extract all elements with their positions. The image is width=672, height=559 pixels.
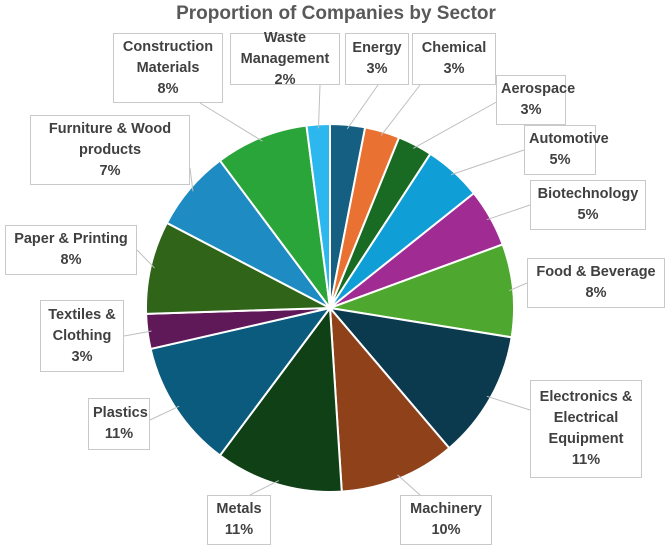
pie-slice-electronics-electrical-equipment	[327, 306, 513, 450]
data-label-category: Metals	[216, 501, 262, 517]
data-label-value: 8%	[60, 252, 82, 268]
pie-slice-construction-materials	[218, 124, 332, 312]
data-label-value: 10%	[431, 522, 461, 538]
data-label-value: 3%	[71, 348, 93, 365]
leader-line	[346, 84, 379, 130]
data-label: Electronics & Electrical Equipment 11%	[530, 380, 642, 478]
data-label-value: 7%	[99, 162, 121, 179]
data-label-category: Electronics & Electrical Equipment	[539, 389, 633, 447]
leader-line	[136, 249, 155, 269]
data-label-value: 8%	[157, 80, 179, 97]
pie-slice-food-beverage	[326, 243, 515, 339]
leader-line	[380, 84, 421, 136]
pie-slice-metals	[218, 305, 343, 493]
data-label-category: Food & Beverage	[536, 264, 656, 280]
data-label-category: Machinery	[410, 501, 482, 517]
data-label-category: Waste Management	[240, 29, 330, 67]
data-label: Paper & Printing 8%	[5, 225, 137, 275]
leader-line	[249, 480, 280, 496]
data-label-category: Automotive	[529, 131, 609, 147]
data-label-category: Textiles & Clothing	[48, 306, 116, 344]
leader-line	[189, 167, 194, 192]
data-label-value: 8%	[585, 285, 607, 301]
data-label: Aerospace 3%	[496, 75, 576, 125]
data-label-value: 11%	[571, 452, 601, 468]
leader-line	[486, 395, 531, 411]
data-label: Waste Management 2%	[230, 30, 340, 88]
leader-line	[413, 99, 501, 149]
pie-slice-plastics	[149, 306, 333, 457]
data-label-category: Furniture & Wood products	[48, 120, 172, 158]
data-label: Metals 11%	[207, 495, 271, 545]
data-label-category: Plastics	[93, 405, 148, 421]
chart-title: Proportion of Companies by Sector	[176, 3, 496, 24]
data-label-category: Biotechnology	[537, 186, 639, 202]
data-label-category: Construction Materials	[122, 38, 214, 76]
data-label: Construction Materials 8%	[113, 33, 223, 103]
pie-slice-machinery	[328, 305, 451, 493]
data-label: Plastics 11%	[88, 398, 150, 450]
data-label: Energy 3%	[345, 33, 409, 85]
data-label-category: Aerospace	[501, 81, 576, 97]
data-label-value: 5%	[549, 152, 571, 168]
data-label-category: Chemical	[421, 40, 487, 56]
leader-line	[450, 149, 525, 176]
data-label-value: 3%	[366, 61, 388, 77]
data-label-value: 2%	[274, 71, 296, 88]
data-label-value: 11%	[104, 426, 134, 442]
data-label-category: Paper & Printing	[14, 231, 128, 247]
data-label: Textiles & Clothing 3%	[40, 300, 124, 372]
data-label-value: 11%	[224, 522, 254, 538]
data-label: Biotechnology 5%	[530, 180, 646, 230]
data-label: Chemical 3%	[412, 33, 496, 85]
leader-line	[123, 330, 152, 337]
data-label: Machinery 10%	[400, 495, 492, 545]
leader-line	[317, 84, 321, 129]
leader-line	[508, 282, 528, 292]
data-label-value: 3%	[520, 102, 542, 118]
pie-slice-paper-printing	[145, 221, 334, 315]
leader-line	[199, 102, 263, 142]
leader-line	[397, 474, 421, 496]
data-label-category: Energy	[352, 40, 402, 56]
data-label: Furniture & Wood products 7%	[30, 115, 190, 185]
leader-line	[149, 405, 180, 421]
data-label: Automotive 5%	[524, 125, 609, 175]
data-label-value: 3%	[443, 61, 465, 77]
data-label: Food & Beverage 8%	[527, 258, 665, 308]
data-label-value: 5%	[577, 207, 599, 223]
leader-line	[486, 204, 531, 221]
